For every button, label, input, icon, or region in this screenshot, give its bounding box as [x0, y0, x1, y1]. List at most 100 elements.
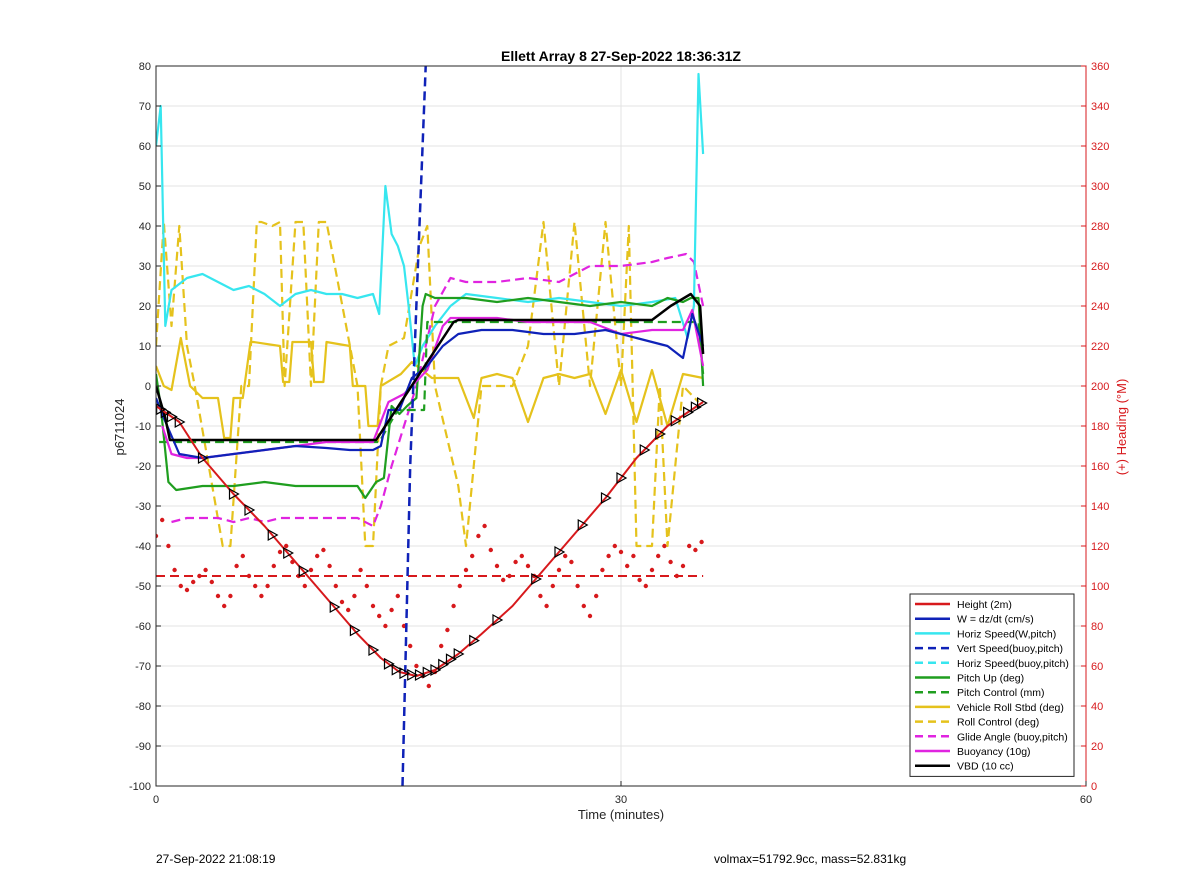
heading-point [563, 553, 568, 559]
legend-label: Horiz Speed(W,pitch) [957, 628, 1056, 640]
y2-tick-label: 20 [1091, 741, 1103, 753]
legend-label: Horiz Speed(buoy,pitch) [957, 658, 1069, 670]
heading-point [457, 583, 462, 589]
legend-label: Pitch Up (deg) [957, 673, 1024, 685]
y2-tick-label: 40 [1091, 701, 1103, 713]
height-marker [554, 545, 566, 559]
y2-tick-label: 180 [1091, 421, 1109, 433]
heading-point [253, 583, 258, 589]
y-tick-label: -90 [135, 741, 151, 753]
heading-point [587, 613, 593, 619]
heading-point [525, 563, 531, 569]
y2-tick-label: 140 [1091, 501, 1109, 513]
legend-label: Vehicle Roll Stbd (deg) [957, 702, 1064, 714]
series-horiz-w [156, 72, 705, 368]
heading-point [184, 587, 190, 593]
heading-point [240, 553, 245, 559]
heading-point [470, 553, 475, 559]
height-marker [655, 427, 666, 441]
height-marker [577, 518, 589, 532]
heading-point [581, 603, 586, 609]
y-tick-label: 30 [139, 261, 151, 273]
legend-label: W = dz/dt (cm/s) [957, 614, 1034, 626]
heading-point [482, 523, 487, 529]
heading-point [166, 543, 171, 549]
y-tick-label: 80 [139, 61, 151, 73]
height-marker [600, 491, 612, 505]
height-marker [267, 528, 279, 542]
height-marker [414, 668, 426, 682]
heading-point [222, 603, 227, 609]
heading-point [277, 549, 283, 555]
heading-point [358, 567, 363, 573]
series-pitch-ctrl [159, 320, 705, 444]
height-marker [422, 666, 434, 679]
height-marker [329, 600, 341, 614]
y-tick-label: -60 [135, 621, 151, 633]
chart-title: Ellett Array 8 27-Sep-2022 18:36:31Z [501, 48, 741, 64]
heading-point [271, 563, 276, 569]
height-marker [690, 401, 702, 414]
heading-point [445, 627, 450, 633]
y2-tick-label: 220 [1091, 341, 1109, 353]
heading-point [364, 583, 369, 589]
heading-point [414, 663, 419, 669]
legend-label: Vert Speed(buoy,pitch) [957, 643, 1063, 655]
heading-point [668, 559, 673, 565]
heading-point [383, 623, 388, 629]
heading-point [513, 559, 518, 565]
y2-tick-label: 320 [1091, 141, 1109, 153]
heading-point [333, 583, 338, 589]
heading-point [259, 593, 264, 599]
heading-point [544, 603, 549, 609]
heading-point [507, 573, 512, 579]
height-marker [228, 487, 240, 501]
heading-point [172, 567, 177, 573]
heading-point [625, 563, 630, 569]
y2-tick-label: 80 [1091, 621, 1103, 633]
legend-label: Glide Angle (buoy,pitch) [957, 731, 1068, 743]
y-tick-label: -80 [135, 701, 151, 713]
heading-point [156, 533, 159, 539]
chart: 80706050403020100-10-20-30-40-50-60-70-8… [112, 48, 1129, 822]
series-glide [171, 252, 705, 528]
heading-point [302, 583, 307, 589]
height-marker [469, 634, 480, 647]
y-tick-label: -10 [135, 421, 151, 433]
heading-point [346, 607, 351, 613]
heading-point [501, 577, 506, 583]
plot-area [156, 66, 708, 786]
y-tick-label: 10 [139, 341, 151, 353]
heading-point [693, 547, 698, 553]
heading-point [519, 553, 524, 559]
heading-point [426, 683, 431, 689]
height-marker [683, 406, 694, 419]
heading-point [370, 603, 376, 609]
heading-point [389, 607, 394, 613]
heading-point [197, 573, 202, 579]
heading-point [556, 567, 562, 573]
height-marker [407, 668, 418, 681]
heading-point [228, 593, 233, 599]
heading-point [656, 553, 661, 559]
y2-tick-label: 100 [1091, 581, 1109, 593]
series-roll [156, 336, 704, 440]
heading-point [600, 567, 605, 573]
x-tick-label: 60 [1080, 794, 1092, 806]
heading-point [377, 613, 382, 619]
heading-point [265, 583, 270, 589]
height-marker [616, 471, 628, 485]
heading-point [395, 593, 400, 599]
height-marker [492, 613, 504, 627]
y-tick-label: 60 [139, 141, 151, 153]
heading-point [612, 543, 617, 549]
y2-tick-label: 360 [1091, 61, 1109, 73]
heading-point [315, 553, 320, 559]
y-tick-label: 50 [139, 181, 151, 193]
height-marker [639, 443, 651, 457]
x-axis: 0 30 60 [153, 781, 1092, 806]
heading-point [284, 543, 289, 549]
heading-point [674, 573, 679, 579]
height-marker [399, 667, 411, 680]
height-marker [283, 546, 294, 560]
